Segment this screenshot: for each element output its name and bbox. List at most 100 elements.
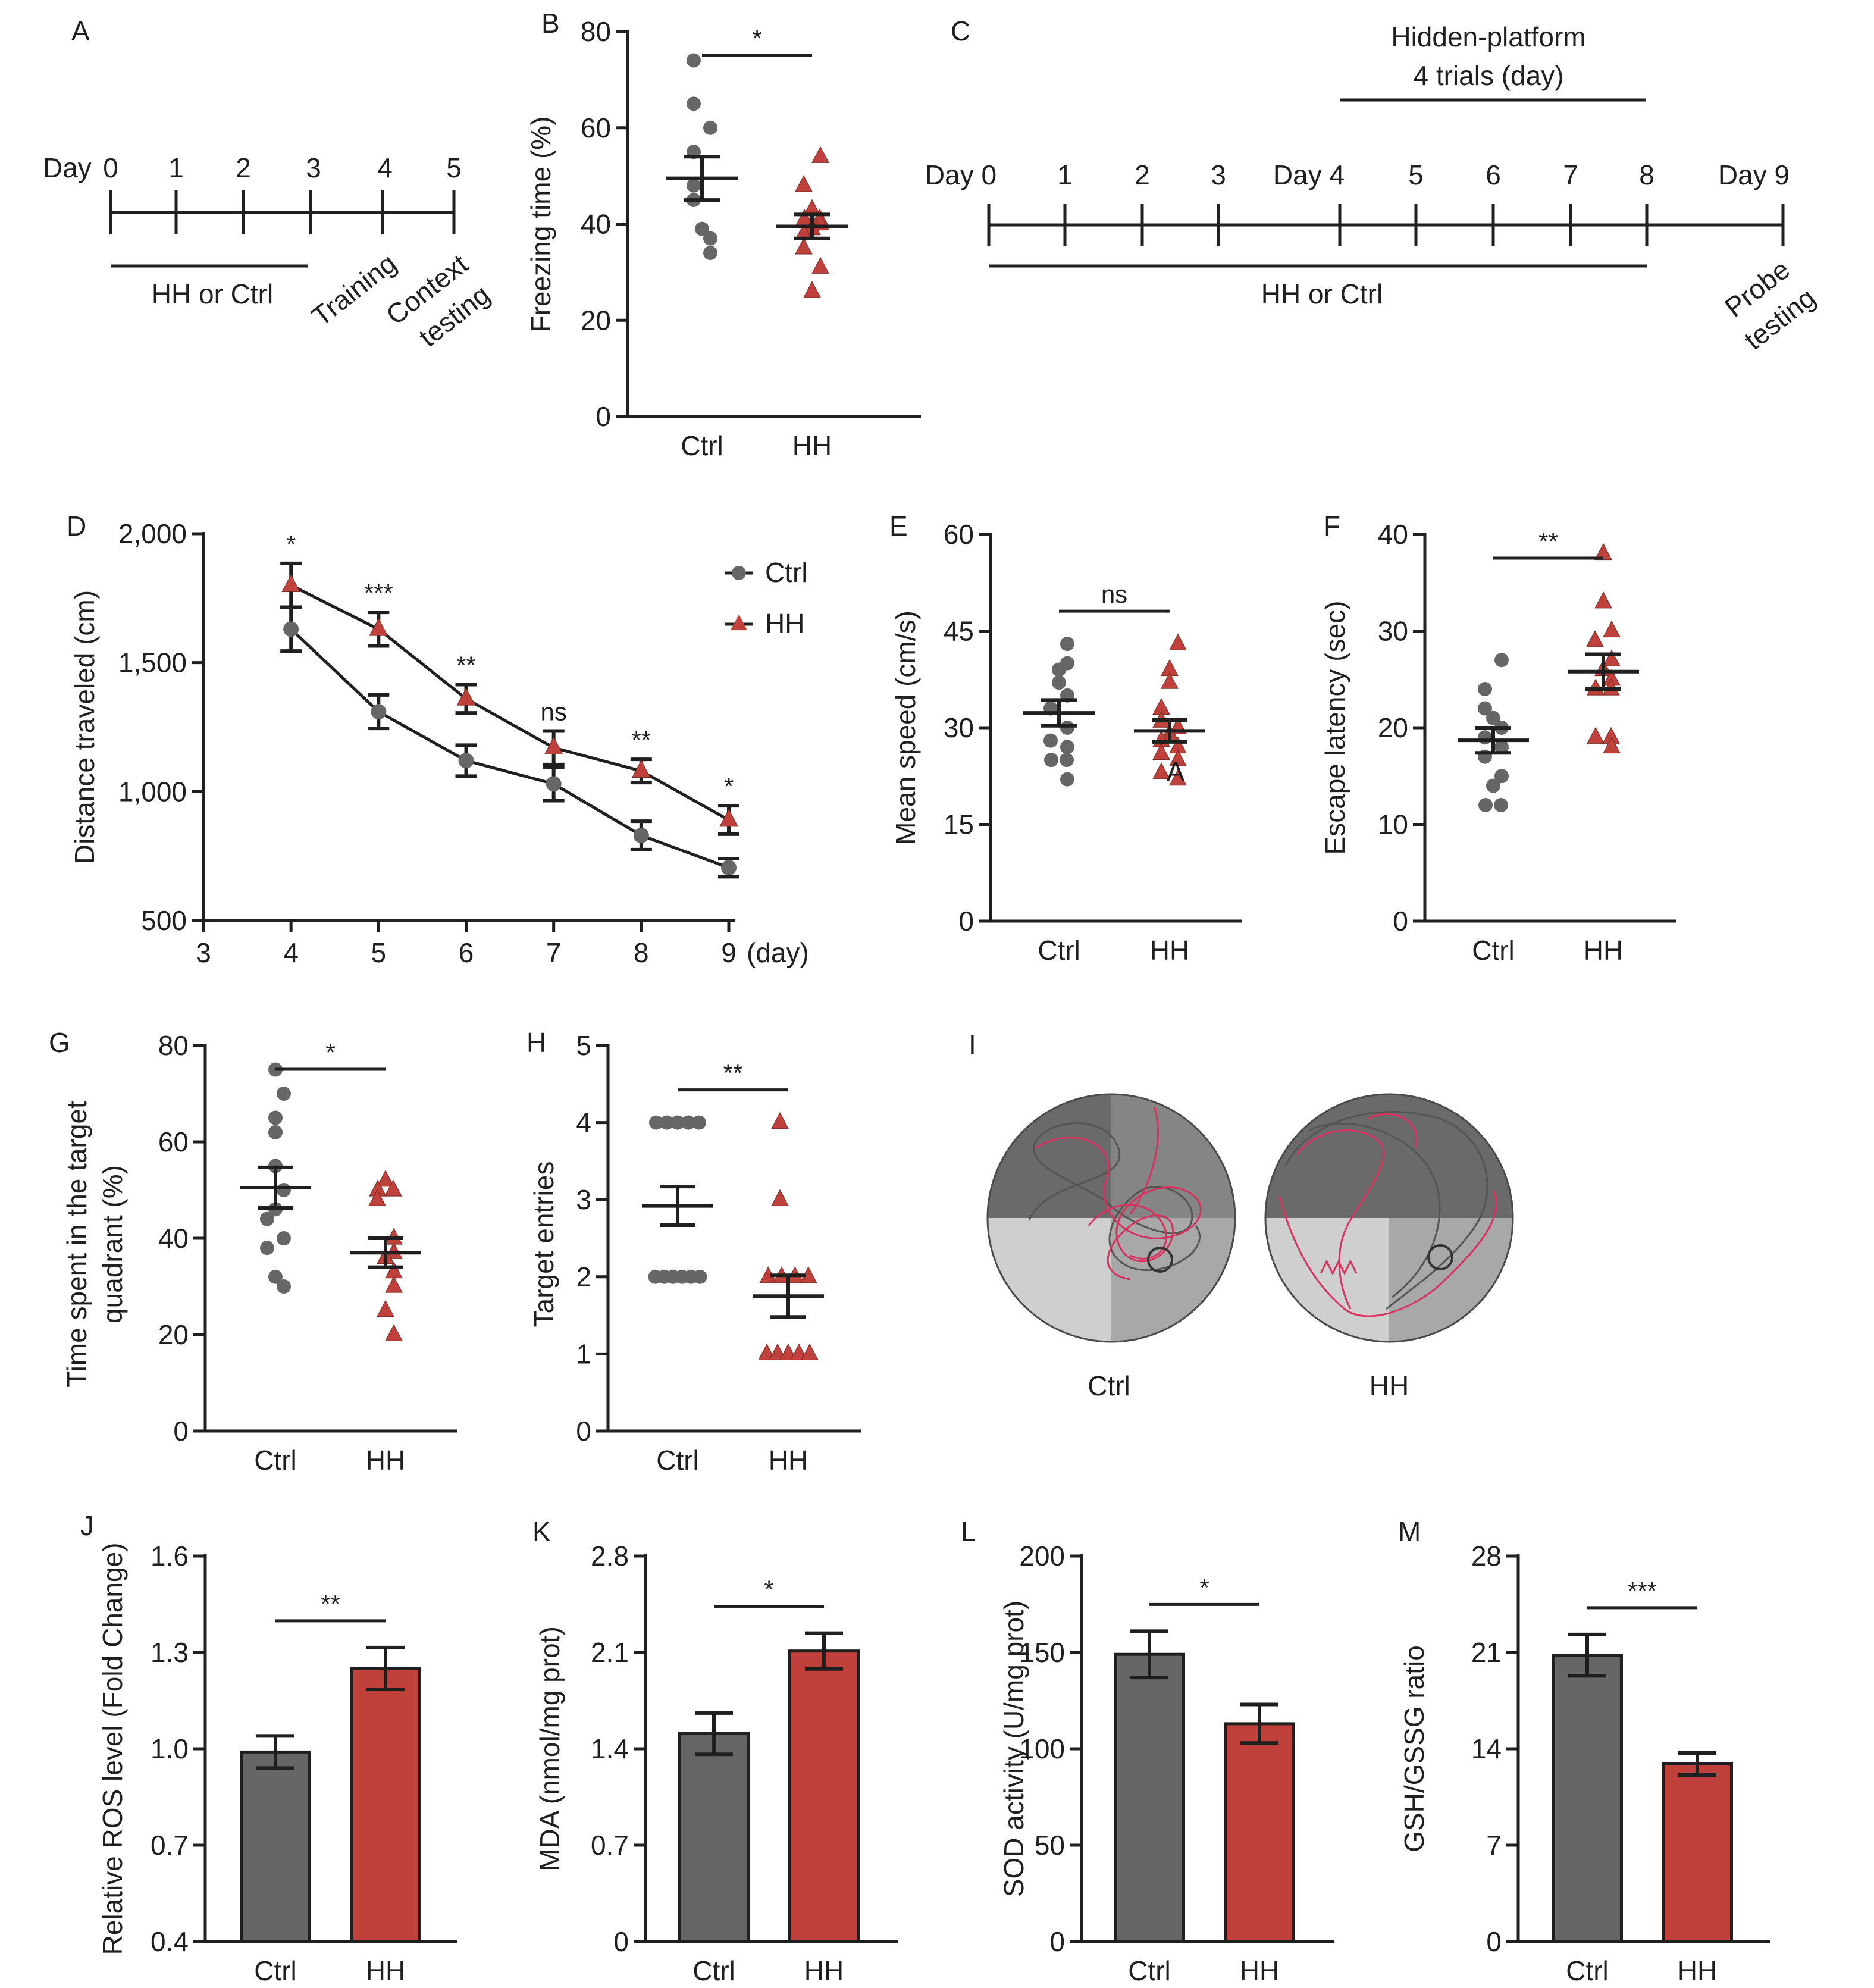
panel-f-y-tick-label: 30 [1378,616,1408,647]
panel-a-day-label: 5 [446,152,462,183]
panel-h-ctrl-point [692,1115,706,1130]
panel-d-x-tick-label: 8 [634,937,649,968]
panel-f-y-tick-label: 0 [1393,906,1408,937]
panel-b-chart: B 0 20 40 60 80 Ctrl HH Freezing time (%) * [525,8,921,461]
panel-e-hh-point [1169,749,1187,766]
panel-g-y-tick-label: 0 [173,1416,189,1447]
panel-c-tick-label: 5 [1408,159,1424,190]
panel-g-y-axis-label: quadrant (%) [97,1165,128,1323]
ctrl-red-path [1035,1106,1202,1281]
panel-e-significance-label: ns [1101,580,1127,608]
panel-m-letter: M [1398,1516,1421,1547]
ctrl-gray-path [1028,1122,1201,1271]
panel-h-ctrl-point [649,1115,663,1130]
panel-e-hh-point [1169,633,1187,650]
panel-h-category-label: HH [769,1445,808,1476]
panel-m-y-tick-label: 7 [1486,1830,1502,1861]
panel-d-ctrl-point [633,828,649,843]
panel-m-category-label: Ctrl [1566,1955,1609,1986]
panel-j-category-label: Ctrl [254,1955,297,1986]
ctrl-platform-circle [1147,1247,1173,1273]
panel-e-ctrl-point [1044,753,1058,768]
hh-red-path [1278,1113,1497,1317]
panel-l-bar-hh [1224,1722,1295,1943]
panel-g-y-tick-label: 20 [158,1319,189,1350]
panel-d-ctrl-point [371,704,387,719]
panel-g-y-tick-label: 80 [158,1030,189,1061]
panel-b-letter: B [541,8,560,39]
panel-g-ctrl-point [268,1269,283,1284]
panel-k-y-tick-label: 2.8 [591,1541,629,1571]
panel-a-day-label: 0 [103,152,118,183]
panel-e-hh-point [1152,743,1170,760]
panel-k-category-label: HH [804,1955,844,1986]
panel-e-ctrl-point [1060,772,1074,787]
panel-h-y-tick-label: 5 [576,1030,591,1061]
panel-f-y-tick-label: 40 [1378,519,1408,550]
panel-f-ctrl-point [1478,730,1492,745]
panel-h-ctrl-point [681,1115,695,1130]
panel-k-letter: K [532,1516,551,1547]
panel-d-x-tick-label: 9 [721,937,737,968]
panel-g-y-axis-label: Time spent in the target [61,1101,92,1388]
panel-e-category-label: HH [1150,935,1189,966]
panel-c-header-line2: 4 trials (day) [1413,60,1563,91]
panel-d-ctrl-point [283,621,299,637]
panel-b-y-tick-label: 0 [596,401,611,432]
panel-f-category-label: HH [1584,935,1623,966]
panel-j-chart: J 0.4 0.7 1.0 1.3 1.6 Ctrl HH Relative ROS level… [80,1510,457,1986]
panel-h-y-tick-label: 4 [576,1107,591,1138]
panel-f-ctrl-point [1486,778,1500,793]
panel-g-ctrl-point [268,1125,283,1139]
panel-f-ctrl-point [1478,798,1493,812]
panel-f-hh-point [1603,649,1621,666]
panel-m-y-tick-label: 0 [1486,1926,1502,1957]
panel-b-ctrl-point [703,246,717,261]
panel-f-hh-point [1602,678,1620,696]
panel-g-hh-point [368,1189,386,1206]
panel-e-y-tick-label: 60 [944,519,974,550]
panel-g-hh-point [385,1261,403,1279]
panel-k-y-tick-label: 0 [613,1926,629,1957]
panel-d-significance-label: *** [364,579,393,607]
panel-a-letter: A [71,15,90,46]
panel-f-ctrl-point [1494,798,1508,812]
panel-d-ctrl-point [721,860,737,876]
panel-f-category-label: Ctrl [1472,935,1515,966]
panel-e-hh-point [1161,672,1179,689]
panel-g-y-tick-label: 40 [158,1223,189,1254]
panel-i-letter: I [969,1029,976,1060]
panel-k-y-axis-label: MDA (nmol/mg prot) [534,1626,565,1871]
panel-l-bar-ctrl [1114,1652,1185,1943]
panel-f-hh-point [1603,620,1621,638]
panel-e-hh-point [1152,762,1170,779]
panel-c-tick-label: 8 [1639,159,1654,190]
panel-h-y-tick-label: 0 [576,1416,591,1447]
legend-ctrl-label: Ctrl [765,557,808,588]
panel-d-x-axis-label: (day) [747,937,809,968]
panel-m-y-tick-label: 28 [1471,1541,1502,1571]
panel-b-y-tick-label: 60 [581,112,611,143]
panel-b-hh-point [795,237,813,255]
panel-l-y-axis-label: SOD activity (U/mg prot) [998,1601,1029,1897]
panel-k-y-tick-label: 0.7 [591,1830,629,1861]
panel-b-ctrl-point [687,53,701,68]
panel-f-significance-label: ** [1538,527,1558,555]
panel-g-hh-point [385,1228,403,1245]
panel-d-hh-point [281,574,300,592]
panel-g-hh-point [384,1179,402,1197]
panel-b-hh-point [811,146,829,163]
panel-e-y-tick-label: 0 [958,906,974,937]
panel-b-y-tick-label: 20 [581,305,611,336]
panel-j-bar-hh [350,1667,421,1943]
panel-j-significance-label: ** [321,1590,340,1618]
panel-e-ctrl-point [1052,662,1066,677]
panel-l-y-tick-label: 200 [1019,1541,1065,1571]
panel-l-chart: L 0 50 100 150 200 Ctrl HH SOD activity (U/mg pr… [961,1516,1334,1986]
panel-d-y-axis-label: Distance traveled (cm) [69,590,100,864]
legend-ctrl-marker [732,566,746,580]
panel-h-ctrl-point [670,1115,685,1130]
panel-d-hh-point [632,759,651,778]
panel-m-category-label: HH [1678,1955,1717,1986]
panel-c-treatment-label: HH or Ctrl [1261,278,1383,309]
